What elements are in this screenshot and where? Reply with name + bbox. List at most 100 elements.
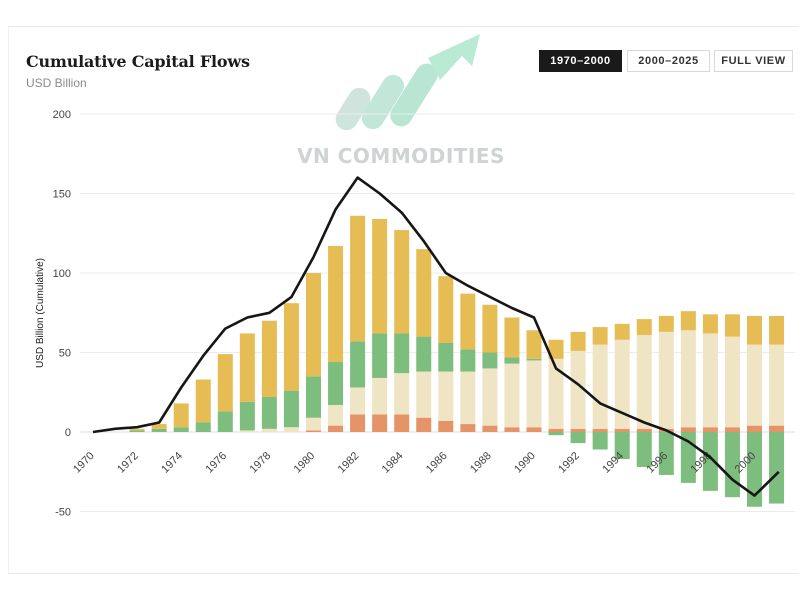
bar-yellow-1976 — [217, 354, 233, 412]
bar-beige-1980 — [306, 417, 321, 431]
bar-green-1998 — [702, 432, 718, 491]
x-tick-label: 1970 — [71, 450, 97, 476]
x-tick-label: 1988 — [468, 450, 494, 476]
bar-yellow-1997 — [680, 311, 696, 331]
chart-card — [8, 26, 799, 574]
bar-green-1982 — [350, 341, 366, 388]
bar-orange-2001 — [769, 425, 785, 432]
bar-yellow-1975 — [195, 379, 211, 423]
x-tick-label: 1986 — [424, 450, 450, 476]
bar-beige-1983 — [372, 377, 388, 415]
bar-yellow-1974 — [173, 403, 189, 428]
bar-green-1985 — [416, 336, 432, 372]
range-2000-2025-button[interactable]: 2000–2025 — [627, 50, 710, 72]
bar-green-1978 — [261, 397, 277, 429]
bar-yellow-1983 — [372, 218, 388, 334]
bar-green-1989 — [504, 357, 520, 364]
bar-orange-1986 — [438, 420, 454, 432]
bar-yellow-1978 — [261, 320, 277, 398]
grid-lines — [80, 113, 795, 512]
bar-yellow-1987 — [460, 293, 476, 350]
bar-beige-1995 — [636, 335, 652, 429]
bar-yellow-1979 — [283, 303, 299, 391]
bar-beige-1982 — [350, 387, 366, 415]
bar-orange-1983 — [372, 414, 388, 432]
bar-yellow-1993 — [592, 327, 608, 345]
bar-green-1972 — [129, 430, 145, 432]
bar-green-1974 — [173, 427, 189, 432]
bar-orange-1985 — [416, 417, 432, 432]
bar-green-1975 — [195, 422, 211, 432]
x-tick-label: 1984 — [380, 450, 406, 476]
x-tick-label: 1992 — [556, 450, 582, 476]
bar-beige-1994 — [614, 339, 630, 429]
x-tick-label: 1980 — [292, 450, 318, 476]
y-tick-label: -50 — [55, 507, 71, 519]
net-flow-line — [92, 176, 780, 497]
bar-yellow-1982 — [350, 215, 366, 342]
bar-beige-1991 — [548, 358, 564, 429]
bar-green-1991 — [548, 432, 564, 436]
bar-yellow-1984 — [394, 230, 410, 334]
y-axis-label: USD Billion (Cumulative) — [35, 258, 46, 368]
bar-yellow-1986 — [438, 276, 454, 343]
bar-beige-1993 — [592, 344, 608, 429]
bar-yellow-1977 — [239, 333, 255, 402]
bar-orange-1997 — [680, 427, 696, 432]
bar-green-1992 — [570, 432, 586, 444]
y-tick-label: 150 — [53, 189, 71, 201]
bar-yellow-1992 — [570, 331, 586, 351]
bar-orange-1984 — [394, 414, 410, 432]
bar-yellow-2000 — [747, 315, 762, 345]
bar-orange-2000 — [747, 425, 762, 432]
bar-yellow-1998 — [702, 314, 718, 334]
y-tick-label: 100 — [53, 268, 71, 280]
bars — [129, 215, 785, 507]
bar-orange-1998 — [702, 427, 718, 432]
watermark-logo-icon — [335, 34, 480, 131]
bar-green-1987 — [460, 349, 476, 372]
bar-beige-1987 — [460, 371, 476, 425]
y-tick-label: 200 — [53, 109, 71, 121]
watermark: VN COMMODITIES — [297, 34, 504, 168]
bar-green-1977 — [239, 401, 255, 431]
x-tick-label: 1974 — [159, 450, 185, 476]
full-view-button[interactable]: FULL VIEW — [714, 50, 793, 72]
bar-green-2001 — [769, 432, 785, 504]
range-1970-2000-button[interactable]: 1970–2000 — [539, 50, 622, 72]
bar-beige-1981 — [328, 404, 344, 426]
bar-green-1979 — [283, 390, 299, 428]
bar-green-1994 — [614, 432, 630, 460]
bar-green-1990 — [526, 358, 542, 361]
x-tick-label: 1990 — [512, 450, 538, 476]
bar-beige-1990 — [526, 360, 542, 428]
bar-yellow-1989 — [504, 317, 520, 358]
bar-yellow-1994 — [614, 323, 630, 340]
bar-beige-2001 — [769, 344, 785, 426]
bar-yellow-2001 — [769, 315, 785, 345]
bar-beige-1992 — [570, 350, 586, 429]
bar-yellow-1981 — [328, 245, 344, 363]
bar-beige-1996 — [658, 331, 674, 429]
bar-orange-1981 — [328, 425, 344, 432]
x-axis-ticks: 1970 1972 1974 1976 1978 1980 1982 1984 1986 1988… — [71, 450, 758, 476]
y-axis-ticks: -50 0 50 100 150 200 — [53, 109, 71, 519]
chart-title: Cumulative Capital Flows — [26, 52, 250, 71]
bar-green-1980 — [306, 376, 321, 418]
bar-orange-1982 — [350, 414, 366, 432]
bar-green-1996 — [658, 432, 674, 475]
bar-green-1981 — [328, 362, 344, 405]
bar-yellow-1972 — [129, 428, 145, 431]
bar-yellow-1990 — [526, 330, 542, 359]
bar-beige-2000 — [747, 344, 762, 426]
bar-green-1993 — [592, 432, 608, 450]
bar-beige-1984 — [394, 373, 410, 415]
bar-yellow-1996 — [658, 315, 674, 332]
bar-beige-1988 — [482, 368, 498, 426]
bar-orange-1980 — [306, 430, 321, 432]
bar-beige-1977 — [239, 430, 255, 432]
bar-beige-1986 — [438, 371, 454, 421]
x-tick-label: 1972 — [115, 450, 141, 476]
bar-green-1984 — [394, 333, 410, 374]
